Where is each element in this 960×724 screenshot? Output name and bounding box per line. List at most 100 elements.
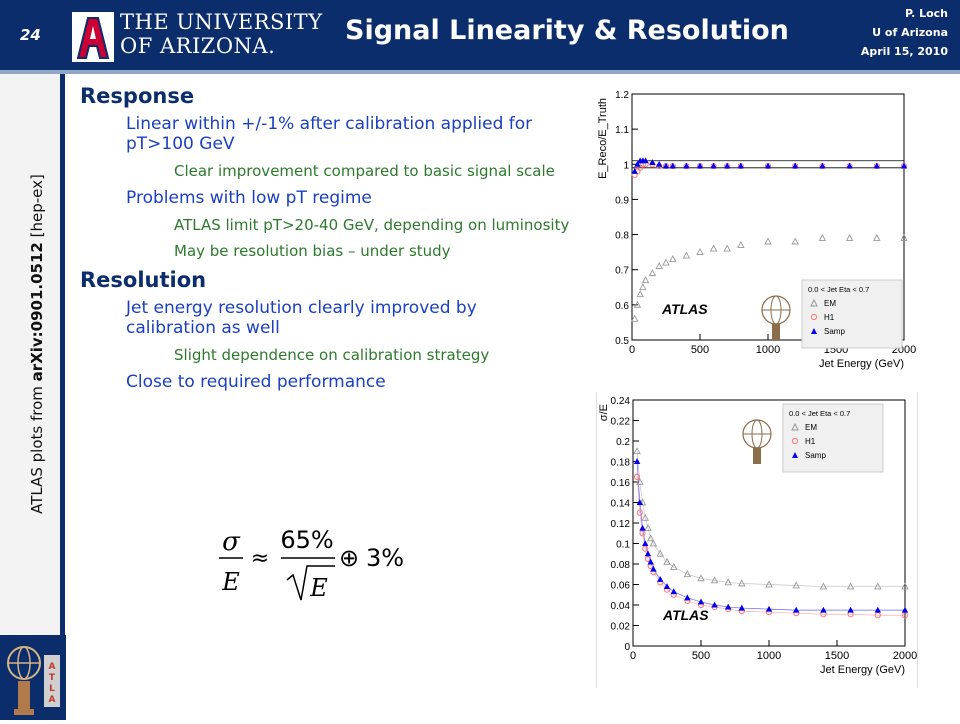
data-point-samp	[847, 606, 854, 613]
y-axis-label: E_Reco/E_Truth	[597, 98, 609, 179]
legend-marker-samp	[811, 328, 817, 334]
data-point-em	[656, 549, 664, 557]
data-point-em	[682, 251, 691, 259]
data-point-samp	[724, 162, 731, 169]
data-point-h1	[639, 530, 646, 537]
svg-text:A: A	[49, 662, 56, 672]
data-point-em	[901, 582, 909, 590]
data-point-em	[636, 477, 644, 485]
source-suffix: [hep-ex]	[28, 174, 46, 243]
y-tick-label: 0.6	[615, 301, 629, 312]
atlas-figure-icon	[772, 324, 780, 340]
data-point-em	[846, 582, 855, 590]
university-name: THE UNIVERSITY OF ARIZONA.	[120, 10, 323, 58]
response-item-improvement: Clear improvement compared to basic sign…	[174, 162, 555, 180]
data-point-em	[845, 233, 854, 241]
svg-text:T: T	[49, 673, 56, 683]
data-point-samp	[633, 458, 641, 464]
data-point-em	[765, 580, 773, 588]
formula-constant: 3%	[366, 544, 404, 572]
data-point-em	[641, 513, 649, 521]
fit-curve-em	[636, 451, 905, 587]
y-tick-label: 0.9	[615, 195, 629, 206]
formula-oplus: ⊕	[339, 544, 359, 572]
data-point-h1	[636, 509, 643, 516]
legend-label-h1: H1	[805, 437, 816, 446]
legend-label-h1: H1	[824, 313, 835, 322]
y-tick-label: 0.22	[611, 417, 631, 428]
legend-marker-h1	[810, 313, 818, 321]
slide-title: Signal Linearity & Resolution	[345, 15, 789, 46]
response-item-bias: May be resolution bias – under study	[174, 242, 451, 260]
legend-box	[782, 403, 884, 473]
x-tick-label: 0	[630, 650, 636, 662]
legend-marker-em	[791, 422, 799, 431]
y-tick-label: 1	[623, 160, 629, 171]
data-point-em	[697, 574, 705, 582]
affiliation: U of Arizona	[872, 26, 948, 39]
data-point-samp	[634, 160, 641, 167]
data-point-samp	[764, 162, 772, 169]
x-tick-label: 500	[692, 650, 710, 662]
data-point-em	[710, 576, 719, 584]
data-point-h1	[874, 612, 881, 619]
legend-label-samp: Samp	[824, 327, 845, 336]
data-point-samp	[696, 162, 704, 169]
response-item-linearity: Linear within +/-1% after calibration ap…	[126, 114, 533, 154]
resolution-formula: σ E ≈ 65% E ⊕ 3%	[215, 520, 415, 605]
svg-text:L: L	[49, 684, 55, 694]
x-tick-label: 1000	[756, 344, 780, 356]
data-point-h1	[633, 473, 641, 480]
date: April 15, 2010	[860, 45, 948, 58]
response-chart: 0.5 0.6 0.7 0.8 0.9 1 1.1 1.2 0 500 1000 1500 2000 Je…	[596, 84, 916, 382]
data-point-em	[900, 233, 908, 241]
data-point-em	[646, 534, 655, 542]
data-point-samp	[697, 598, 705, 605]
y-tick-label: 0.1	[616, 540, 630, 551]
slide-number: 24	[20, 26, 41, 44]
data-point-samp	[662, 162, 670, 169]
y-tick-label: 0.8	[615, 231, 629, 242]
legend-label-samp: Samp	[805, 451, 826, 460]
data-point-samp	[874, 606, 881, 613]
y-tick-label: 1.1	[615, 125, 629, 136]
y-tick-label: 0.04	[611, 601, 631, 612]
data-point-em	[764, 237, 772, 245]
data-point-samp	[683, 162, 690, 169]
data-point-em	[636, 290, 644, 298]
source-note: ATLAS plots from arXiv:0901.0512 [hep-ex…	[28, 44, 52, 644]
data-point-em	[709, 244, 718, 252]
y-tick-label: 0.06	[611, 581, 631, 592]
x-axis-label: Jet Energy (GeV)	[819, 358, 904, 370]
resolution-chart-svg: 0 0.02 0.04 0.06 0.08 0.1 0.12 0.14 0.16 0.18 0.2 0…	[598, 396, 917, 676]
sidebar-stripe	[60, 74, 65, 720]
data-point-samp	[670, 588, 677, 595]
atlas-figure-icon	[753, 448, 761, 464]
data-point-samp	[647, 558, 654, 565]
atlas-annotation: ATLAS	[661, 301, 708, 317]
source-ref: arXiv:0901.0512	[28, 242, 46, 382]
response-heading: Response	[80, 84, 195, 108]
data-point-em	[818, 233, 827, 241]
data-point-em	[669, 255, 677, 263]
data-point-samp	[901, 606, 909, 613]
slide-header: 24 THE UNIVERSITY OF ARIZONA. Signal Lin…	[0, 0, 960, 74]
data-point-samp	[819, 162, 826, 169]
data-point-em	[874, 582, 882, 590]
data-point-em	[655, 262, 663, 270]
x-tick-label: 500	[691, 344, 709, 356]
data-point-samp	[656, 160, 663, 167]
response-item-lowpt: Problems with low pT regime	[126, 188, 372, 208]
data-point-samp	[820, 606, 827, 613]
y-tick-label: 0.5	[615, 336, 629, 347]
response-chart-svg: 0.50.60.70.80.911.11.20 500 1000 1500 2000Je…	[597, 90, 916, 370]
university-line1: THE UNIVERSITY	[120, 10, 323, 34]
y-tick-label: 0.24	[611, 396, 631, 407]
data-point-samp	[792, 162, 799, 169]
data-point-samp	[873, 162, 880, 169]
data-point-samp	[663, 583, 671, 590]
data-point-samp	[793, 606, 800, 613]
y-tick-label: 0.08	[611, 560, 631, 571]
y-tick-label: 0.18	[611, 458, 631, 469]
data-point-em	[649, 539, 658, 547]
